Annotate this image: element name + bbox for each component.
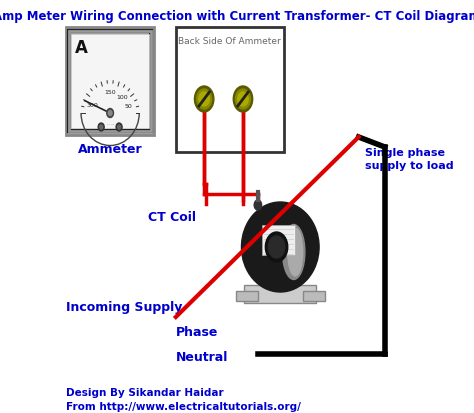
Circle shape [199, 93, 210, 107]
Text: Design By Sikandar Haidar: Design By Sikandar Haidar [66, 387, 224, 397]
Text: 50: 50 [125, 104, 132, 109]
FancyBboxPatch shape [71, 35, 149, 129]
Circle shape [194, 87, 214, 113]
Circle shape [98, 124, 104, 132]
Text: CT Coil: CT Coil [148, 211, 196, 224]
Text: -- --: -- -- [107, 122, 114, 126]
Circle shape [118, 126, 120, 130]
Circle shape [254, 201, 262, 211]
Circle shape [107, 109, 113, 118]
Ellipse shape [241, 202, 319, 292]
Circle shape [238, 93, 248, 107]
Text: 100: 100 [117, 95, 128, 100]
Ellipse shape [268, 236, 285, 259]
Text: Back Side Of Ammeter: Back Side Of Ammeter [178, 36, 281, 45]
Circle shape [233, 87, 253, 113]
FancyBboxPatch shape [236, 291, 258, 301]
Text: Ammeter: Ammeter [78, 143, 143, 156]
Text: Amp Meter Wiring Connection with Current Transformer- CT Coil Diagram: Amp Meter Wiring Connection with Current… [0, 10, 474, 23]
FancyBboxPatch shape [262, 225, 295, 255]
FancyBboxPatch shape [66, 28, 154, 136]
FancyBboxPatch shape [245, 285, 316, 303]
Circle shape [108, 111, 112, 116]
Ellipse shape [288, 228, 303, 276]
Ellipse shape [265, 233, 288, 262]
Text: 300: 300 [87, 102, 99, 107]
Circle shape [236, 90, 250, 110]
Text: Neutral: Neutral [176, 351, 228, 363]
Circle shape [116, 124, 122, 132]
Text: A: A [74, 39, 88, 57]
FancyBboxPatch shape [303, 291, 325, 301]
Ellipse shape [283, 225, 305, 280]
Text: Phase: Phase [176, 326, 218, 339]
Circle shape [100, 126, 103, 130]
Text: Single phase
supply to load: Single phase supply to load [365, 147, 453, 171]
FancyBboxPatch shape [176, 28, 284, 153]
Text: 150: 150 [104, 90, 116, 95]
Text: From http://www.electricaltutorials.org/: From http://www.electricaltutorials.org/ [66, 401, 301, 411]
Text: Incoming Supply: Incoming Supply [66, 301, 182, 314]
Circle shape [197, 90, 211, 110]
